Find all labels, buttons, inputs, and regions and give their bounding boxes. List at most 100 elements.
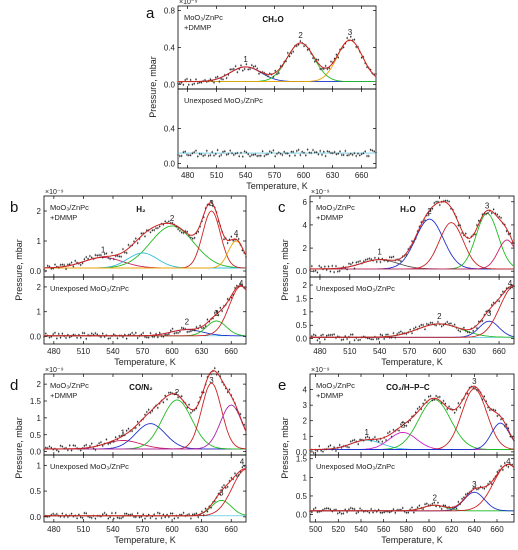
data-point <box>221 381 223 383</box>
data-point <box>389 336 391 339</box>
y-tick-label: 0.0 <box>30 448 42 457</box>
x-tick-label: 510 <box>210 171 224 180</box>
data-point <box>219 375 221 377</box>
data-point <box>337 56 339 59</box>
data-point <box>322 450 324 453</box>
data-point <box>296 150 298 152</box>
data-point <box>351 261 354 264</box>
data-point <box>149 517 152 519</box>
data-point <box>188 513 190 515</box>
data-point <box>314 507 317 509</box>
data-point <box>234 287 236 289</box>
data-point <box>507 427 510 429</box>
data-point <box>155 333 157 335</box>
data-point <box>290 151 293 153</box>
data-point <box>151 229 154 231</box>
peak-number-label: 3 <box>472 377 477 386</box>
data-point <box>318 445 320 447</box>
data-point <box>481 213 484 216</box>
data-point <box>133 334 135 336</box>
data-point <box>135 516 137 518</box>
data-point <box>269 150 271 153</box>
data-point <box>195 149 197 152</box>
component-peak <box>44 252 246 269</box>
data-point <box>366 258 369 260</box>
data-point <box>245 466 247 468</box>
data-point <box>366 435 369 438</box>
data-point <box>45 270 47 272</box>
sample-label: Unexposed MoO₃/ZnPc <box>184 96 263 105</box>
data-point <box>229 68 231 71</box>
data-point <box>276 153 278 155</box>
data-point <box>466 392 469 395</box>
data-point <box>370 439 372 442</box>
data-point <box>118 255 120 258</box>
data-point <box>245 286 247 288</box>
data-point <box>424 503 426 505</box>
data-point <box>236 235 238 238</box>
data-point <box>127 514 130 516</box>
data-point <box>208 505 210 508</box>
data-point <box>341 154 343 156</box>
data-point <box>89 445 91 447</box>
data-point <box>474 387 476 389</box>
data-point <box>400 330 402 333</box>
data-point <box>513 468 515 471</box>
data-point <box>234 65 237 67</box>
data-point <box>411 415 413 418</box>
data-point <box>92 447 95 450</box>
data-point <box>368 155 370 157</box>
data-point <box>335 337 337 339</box>
data-point <box>46 265 49 267</box>
data-point <box>198 153 201 155</box>
data-point <box>396 333 398 335</box>
y-tick-label: 0.0 <box>296 448 308 457</box>
x-tick-label: 560 <box>377 525 391 534</box>
data-point <box>94 449 97 451</box>
data-point <box>177 332 179 334</box>
x-tick-label: 540 <box>239 171 253 180</box>
x-tick-label: 510 <box>343 347 357 356</box>
data-point <box>355 512 358 514</box>
data-point <box>337 512 339 515</box>
data-point <box>142 232 144 235</box>
data-point <box>350 36 352 38</box>
peak-number-label: 2 <box>185 318 190 327</box>
data-point <box>91 332 93 335</box>
data-point <box>210 506 212 509</box>
gas-label: H₂ <box>136 205 146 214</box>
data-point <box>318 337 320 340</box>
data-point <box>278 72 280 74</box>
data-point <box>314 334 317 337</box>
data-point <box>453 412 456 414</box>
gas-label: H₂O <box>400 205 416 214</box>
data-point <box>228 238 231 241</box>
data-point <box>333 151 336 153</box>
data-point <box>463 327 465 329</box>
data-point <box>313 508 315 510</box>
x-tick-label: 570 <box>268 171 282 180</box>
data-point <box>418 225 421 228</box>
peak-number-label: 4 <box>240 457 245 466</box>
y-axis-title: Pressure, mbar <box>280 239 290 301</box>
data-point <box>160 517 163 519</box>
data-point <box>197 401 199 404</box>
data-point <box>492 208 495 211</box>
data-point <box>381 258 384 260</box>
data-point <box>195 326 198 328</box>
data-point <box>181 327 183 329</box>
panel-letter: a <box>146 5 155 22</box>
data-point <box>184 150 186 153</box>
data-point <box>138 238 141 240</box>
data-point <box>192 513 194 516</box>
data-point <box>193 83 195 85</box>
data-point <box>403 425 406 427</box>
data-point <box>170 391 172 394</box>
data-point <box>226 242 229 244</box>
x-tick-label: 500 <box>309 525 323 534</box>
data-point <box>405 425 408 427</box>
data-point <box>222 151 224 153</box>
data-point <box>294 154 296 157</box>
data-point <box>45 446 47 449</box>
data-point <box>111 440 113 443</box>
